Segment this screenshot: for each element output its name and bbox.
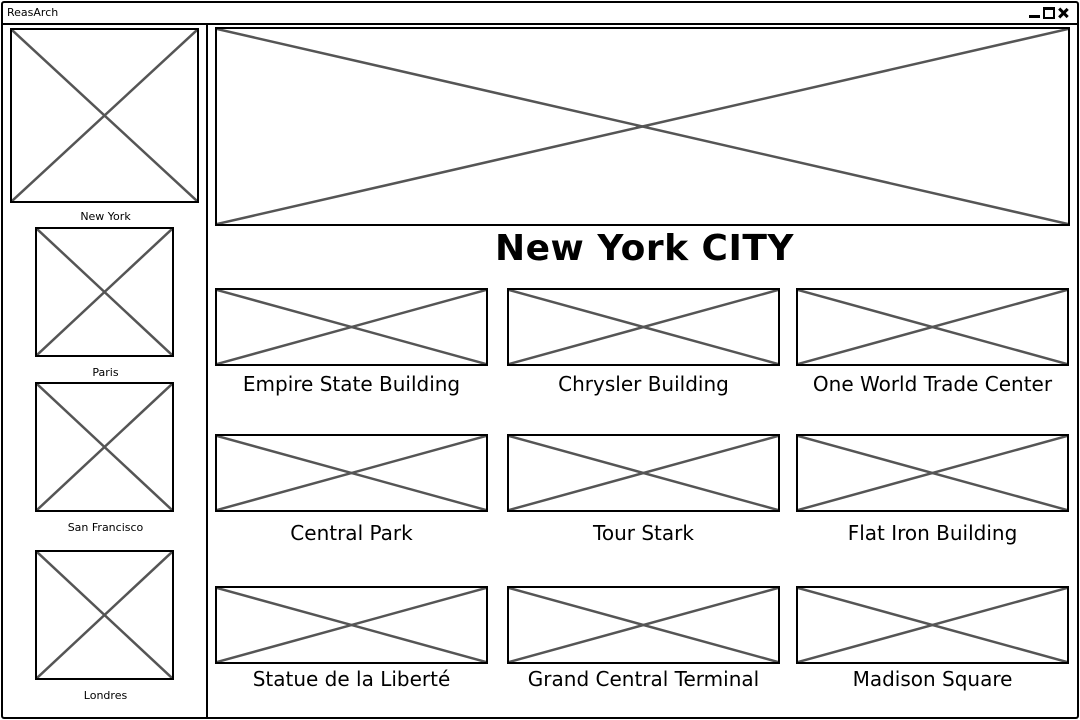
- landmark-label: Chrysler Building: [558, 372, 729, 396]
- landmark-image[interactable]: [796, 586, 1069, 664]
- city-detail-panel: New York CITY Empire State Building Chry…: [210, 25, 1079, 718]
- landmark-label: Grand Central Terminal: [527, 667, 760, 691]
- close-icon[interactable]: [1057, 7, 1069, 19]
- landmark-label: Empire State Building: [242, 372, 461, 396]
- image-placeholder-icon: [798, 290, 1067, 364]
- image-placeholder-icon: [509, 290, 778, 364]
- image-placeholder-icon: [217, 436, 486, 510]
- image-placeholder-icon: [798, 588, 1067, 662]
- city-thumbnail[interactable]: [10, 28, 199, 203]
- landmark-image[interactable]: [507, 586, 780, 664]
- city-label: New York: [80, 210, 131, 223]
- landmark-image[interactable]: [796, 434, 1069, 512]
- landmark-label: Central Park: [290, 521, 413, 545]
- city-thumbnail[interactable]: [35, 227, 174, 357]
- landmark-label: Statue de la Liberté: [252, 667, 451, 691]
- landmark-image[interactable]: [215, 586, 488, 664]
- landmark-image[interactable]: [215, 288, 488, 366]
- landmark-image[interactable]: [507, 434, 780, 512]
- city-item-paris[interactable]: Paris: [3, 227, 208, 379]
- city-title: New York CITY: [495, 228, 794, 269]
- image-placeholder-icon: [37, 552, 172, 678]
- maximize-icon[interactable]: [1043, 7, 1055, 19]
- city-label: San Francisco: [67, 521, 144, 534]
- landmark-image[interactable]: [796, 288, 1069, 366]
- landmark-label: Tour Stark: [593, 521, 694, 545]
- city-item-san-francisco[interactable]: San Francisco: [3, 382, 208, 534]
- city-thumbnail[interactable]: [35, 382, 174, 512]
- city-label: Londres: [83, 689, 128, 702]
- city-thumbnail[interactable]: [35, 550, 174, 680]
- minimize-icon[interactable]: [1029, 7, 1041, 19]
- city-sidebar: New York Paris San Francisco: [3, 25, 208, 718]
- image-placeholder-icon: [509, 588, 778, 662]
- image-placeholder-icon: [12, 30, 197, 201]
- hero-image: [215, 27, 1070, 226]
- city-item-londres[interactable]: Londres: [3, 550, 208, 705]
- image-placeholder-icon: [37, 229, 172, 355]
- city-label: Paris: [92, 366, 119, 379]
- image-placeholder-icon: [217, 588, 486, 662]
- landmark-image[interactable]: [215, 434, 488, 512]
- image-placeholder-icon: [37, 384, 172, 510]
- landmark-label: Madison Square: [852, 667, 1013, 691]
- landmark-label: One World Trade Center: [812, 372, 1053, 396]
- image-placeholder-icon: [509, 436, 778, 510]
- image-placeholder-icon: [217, 29, 1068, 224]
- landmark-label: Flat Iron Building: [847, 521, 1018, 545]
- city-item-new-york[interactable]: New York: [3, 25, 208, 225]
- image-placeholder-icon: [217, 290, 486, 364]
- app-title: ReasArch: [7, 6, 59, 19]
- landmark-image[interactable]: [507, 288, 780, 366]
- image-placeholder-icon: [798, 436, 1067, 510]
- title-bar[interactable]: ReasArch: [3, 3, 1077, 25]
- window-controls: [1029, 7, 1071, 21]
